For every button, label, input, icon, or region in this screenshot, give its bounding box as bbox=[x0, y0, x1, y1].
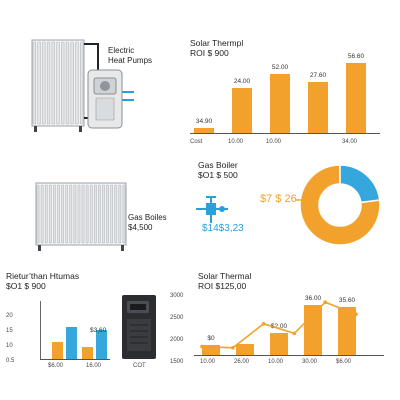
solar-bottom-title-line1: Solar Thermal bbox=[198, 271, 252, 281]
solar-bottom-value-label: 35.60 bbox=[338, 297, 356, 304]
solar-bottom-value-label: $2.00 bbox=[270, 323, 288, 331]
device-label: COT bbox=[133, 363, 146, 369]
trend-point bbox=[231, 346, 235, 350]
solar-bottom-value-label: $0 bbox=[207, 335, 215, 343]
solar-bottom-title-line2: ROI $125,00 bbox=[198, 281, 247, 291]
hp-bottom-y-axis bbox=[40, 301, 41, 359]
heat-pump-bottom-chart: Rietur’than Htumas $O1 $ 900 20 15 10 0.5 $3… bbox=[0, 265, 190, 400]
hp-bottom-y-label: 15 bbox=[6, 328, 13, 334]
solar-bottom-x-label: 26.00 bbox=[234, 359, 250, 365]
solar-bottom-bar bbox=[338, 307, 356, 355]
solar-bottom-bar bbox=[236, 344, 254, 355]
solar-top-value-label: 27.60 bbox=[309, 72, 327, 79]
solar-bottom-baseline bbox=[194, 355, 384, 356]
heat-pump-unit-icon bbox=[87, 69, 123, 129]
trend-point bbox=[261, 322, 266, 326]
solar-bottom-bar bbox=[270, 333, 288, 355]
solar-top-bar bbox=[346, 62, 366, 133]
device-y-label: 1500 bbox=[170, 359, 184, 365]
solar-top-value-label: 56.60 bbox=[347, 52, 365, 60]
trend-point bbox=[323, 300, 327, 304]
solar-top-title-line1: Solar Thermpl bbox=[190, 38, 244, 48]
valve-icon bbox=[196, 196, 228, 223]
gas-boiler-callout-blue: $14$3,23 bbox=[202, 223, 244, 234]
heat-pump-panel: Electric Heat Pumps bbox=[0, 0, 200, 140]
device-y-label: 2500 bbox=[170, 315, 184, 321]
hp-bottom-baseline bbox=[40, 359, 110, 360]
donut-slice bbox=[339, 164, 381, 204]
gas-boiler-label-line1: Gas Boiles bbox=[128, 213, 167, 222]
hp-bottom-value-label: $3,60 bbox=[90, 327, 107, 334]
heat-pump-label-line2: Heat Pumps bbox=[108, 56, 153, 65]
boiler-device-icon bbox=[122, 295, 156, 359]
radiator-icon bbox=[35, 182, 127, 251]
gas-boiler-donut-panel: Gas Boiler $O1 $ 500 $7 $ 26 $14$3,23 bbox=[190, 155, 400, 255]
solar-bottom-bar bbox=[304, 304, 322, 355]
radiator-icon bbox=[31, 39, 134, 132]
solar-bottom-bar bbox=[202, 345, 220, 355]
hp-bottom-y-label: 20 bbox=[6, 313, 13, 319]
gas-boiler-label-line2: $4,500 bbox=[128, 223, 153, 232]
hp-bottom-title-line2: $O1 $ 900 bbox=[6, 281, 46, 291]
solar-top-bar bbox=[270, 73, 290, 133]
hp-bottom-bar bbox=[96, 329, 107, 359]
trend-point bbox=[354, 312, 358, 316]
solar-top-baseline bbox=[190, 133, 380, 134]
hp-bottom-x-label: 16.00 bbox=[86, 363, 102, 369]
solar-bottom-chart: Solar Thermal ROI $125,00 $0 10.00 26.00 $2… bbox=[190, 265, 400, 400]
solar-bottom-x-label: $6.00 bbox=[336, 359, 352, 365]
solar-top-x-label: 10.00 bbox=[266, 139, 282, 145]
solar-bottom-x-label: 10.00 bbox=[268, 359, 284, 365]
solar-top-bar bbox=[194, 127, 214, 133]
solar-bottom-x-label: 10.00 bbox=[200, 359, 216, 365]
solar-top-value-label: 24.00 bbox=[233, 78, 251, 86]
solar-top-x-label: 34.00 bbox=[342, 139, 358, 145]
donut-slice bbox=[299, 164, 381, 246]
hp-bottom-y-label: 10 bbox=[6, 343, 13, 349]
solar-top-value-label: 34.90 bbox=[195, 117, 213, 125]
hp-bottom-bar bbox=[66, 327, 77, 359]
trend-point bbox=[200, 344, 204, 349]
device-y-label: 3000 bbox=[170, 293, 184, 299]
gas-boiler-panel: Gas Boiles $4,500 bbox=[0, 165, 190, 260]
gas-boiler-donut-chart bbox=[296, 164, 381, 246]
solar-top-x-label: Cost bbox=[190, 139, 203, 145]
device-y-label: 2000 bbox=[170, 337, 184, 343]
hp-bottom-y-label: 0.5 bbox=[6, 358, 15, 364]
gas-boiler-title-line2: $O1 $ 500 bbox=[198, 170, 238, 180]
solar-bottom-value-label: 36.00 bbox=[304, 294, 322, 302]
solar-top-title-line2: ROI $ 900 bbox=[190, 48, 229, 58]
hp-bottom-bar bbox=[82, 346, 93, 359]
gas-boiler-callout-orange: $7 $ 26 bbox=[260, 193, 297, 205]
solar-top-chart: Solar Thermpl ROI $ 900 34.90 Cost 24.00 10… bbox=[190, 30, 400, 150]
solar-top-x-label: 10.00 bbox=[228, 139, 244, 145]
solar-bottom-x-label: 30.00 bbox=[302, 359, 318, 365]
gas-boiler-title-line1: Gas Boiler bbox=[198, 160, 238, 170]
hp-bottom-title-line1: Rietur’than Htumas bbox=[6, 271, 80, 281]
solar-top-value-label: 52.00 bbox=[271, 63, 289, 71]
solar-top-bar bbox=[232, 88, 252, 133]
solar-top-bar bbox=[308, 82, 328, 133]
hp-bottom-bar bbox=[52, 341, 63, 359]
trend-point bbox=[292, 331, 297, 336]
solar-bottom-trend-line bbox=[200, 300, 358, 350]
hp-bottom-x-label: $6.00 bbox=[48, 363, 64, 369]
heat-pump-label-line1: Electric bbox=[108, 46, 135, 55]
